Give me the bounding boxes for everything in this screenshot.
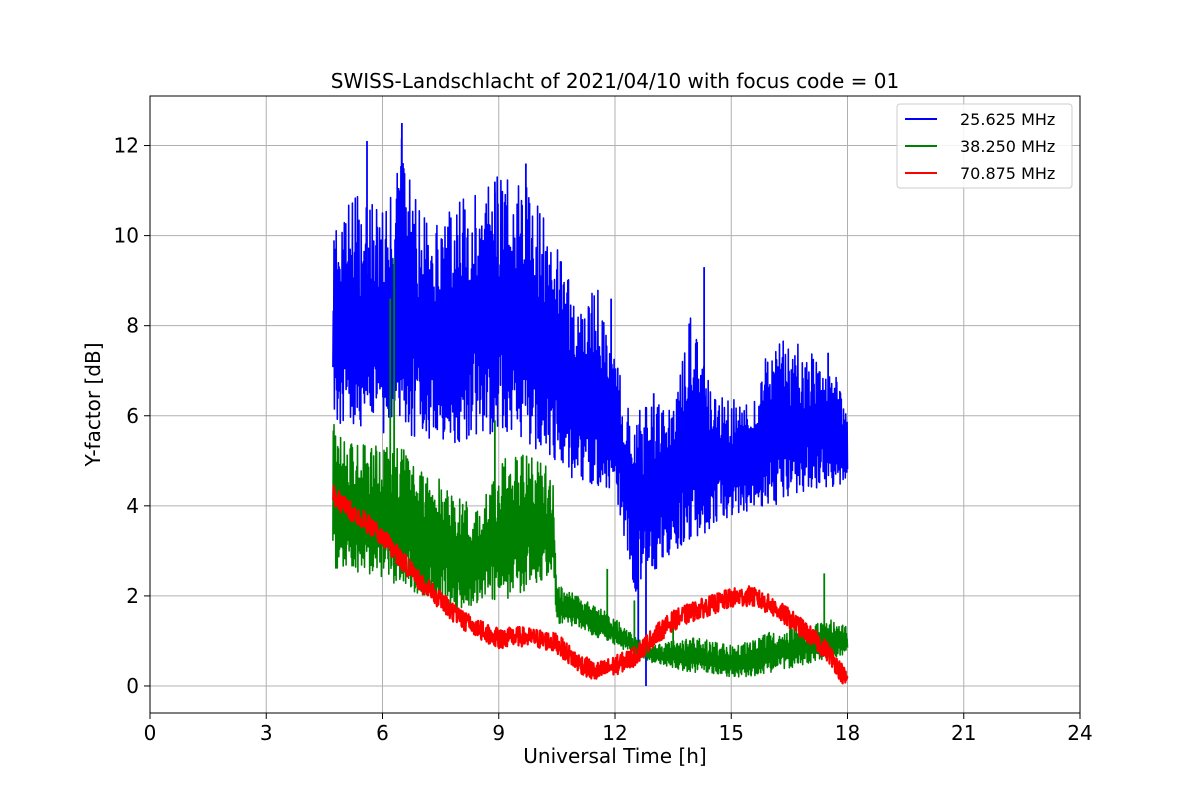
plot-series — [331, 123, 849, 686]
x-tick-label: 12 — [602, 721, 627, 745]
x-tick-label: 21 — [951, 721, 976, 745]
legend: 25.625 MHz 38.250 MHz 70.875 MHz — [896, 103, 1073, 189]
x-tick-label: 15 — [719, 721, 744, 745]
y-tick-label: 2 — [126, 584, 139, 608]
series-3 — [331, 484, 849, 685]
y-tick-label: 4 — [126, 494, 139, 518]
x-tick-label: 6 — [376, 721, 389, 745]
series-line — [332, 137, 849, 592]
x-tick-label: 9 — [492, 721, 505, 745]
legend-box — [896, 103, 1073, 189]
x-tick-label: 0 — [144, 721, 157, 745]
x-tick-label: 18 — [835, 721, 860, 745]
legend-label: 25.625 MHz — [960, 110, 1055, 129]
series-2 — [332, 258, 849, 678]
y-tick-label: 8 — [126, 314, 139, 338]
legend-label: 38.250 MHz — [960, 137, 1055, 156]
series-line — [331, 484, 849, 685]
x-tick-label: 3 — [260, 721, 273, 745]
y-tick-label: 10 — [114, 224, 139, 248]
x-tick-label: 24 — [1067, 721, 1092, 745]
x-axis-label: Universal Time [h] — [523, 744, 706, 768]
y-tick-label: 12 — [114, 134, 139, 158]
chart-title: SWISS-Landschlacht of 2021/04/10 with fo… — [331, 69, 899, 93]
y-tick-label: 6 — [126, 404, 139, 428]
legend-label: 70.875 MHz — [960, 164, 1055, 183]
y-tick-label: 0 — [126, 674, 139, 698]
y-axis-label: Y-factor [dB] — [81, 342, 105, 467]
series-line — [332, 423, 849, 678]
